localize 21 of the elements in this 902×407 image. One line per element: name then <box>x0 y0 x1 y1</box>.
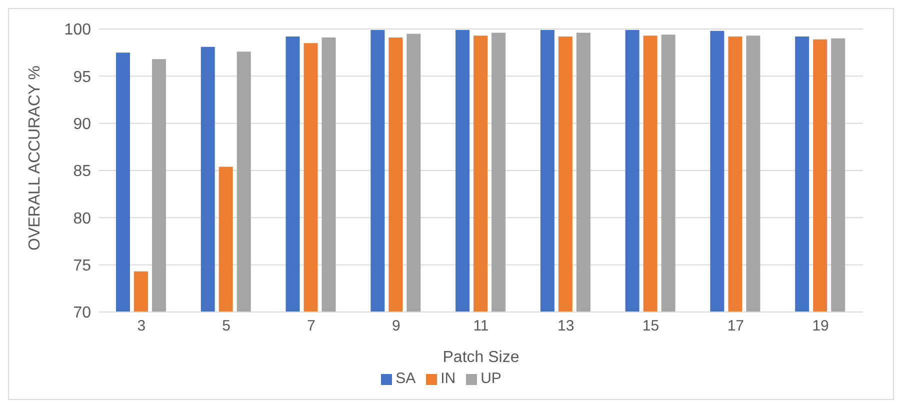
y-tick-label: 70 <box>73 304 92 322</box>
y-tick-label: 75 <box>73 258 92 275</box>
y-axis-title: OVERALL ACCURACY % <box>26 66 44 250</box>
x-tick-label: 15 <box>642 318 660 335</box>
x-tick-label: 13 <box>558 318 574 335</box>
x-tick-label: 9 <box>392 318 400 335</box>
x-tick-label: 5 <box>222 318 231 335</box>
x-tick-label: 3 <box>137 318 146 335</box>
y-tick-label: 90 <box>73 116 92 134</box>
y-tick-label: 85 <box>73 163 92 180</box>
legend-label: IN <box>440 370 456 387</box>
y-tick-label: 100 <box>64 22 92 39</box>
legend-label: SA <box>396 370 416 387</box>
y-tick-label: 95 <box>73 68 92 86</box>
y-tick-label: 80 <box>73 210 92 228</box>
x-tick-label: 7 <box>307 318 316 335</box>
x-axis-title: Patch Size <box>442 349 520 366</box>
legend-label: UP <box>480 370 502 387</box>
x-tick-label: 17 <box>727 318 744 335</box>
x-tick-label: 11 <box>473 318 489 335</box>
x-tick-label: 19 <box>812 318 829 335</box>
